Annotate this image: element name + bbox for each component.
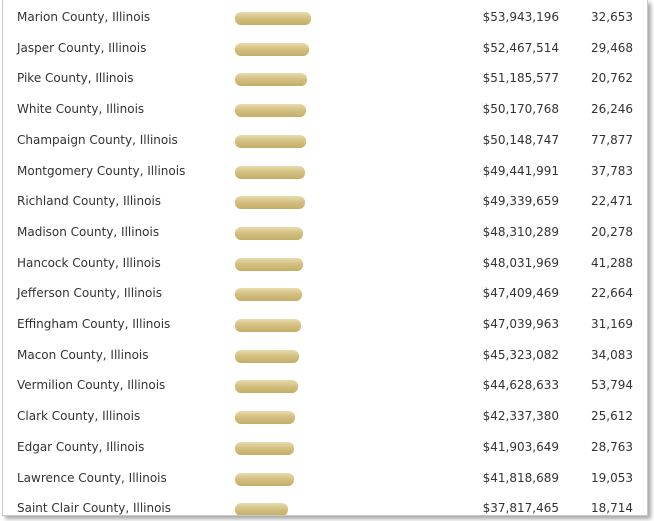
table-row: Champaign County, Illinois $50,148,747 77,… <box>3 125 647 155</box>
county-name: Effingham County, Illinois <box>17 317 171 331</box>
county-name: Hancock County, Illinois <box>17 255 161 270</box>
county-name: Jasper County, Illinois <box>17 40 147 55</box>
count-value: 34,083 <box>591 347 633 362</box>
count-value: 37,783 <box>591 163 633 178</box>
count-value: 77,877 <box>591 132 633 147</box>
county-name: Pike County, Illinois <box>17 71 134 86</box>
county-name: Clark County, Illinois <box>17 409 141 424</box>
count-value: 53,794 <box>591 378 633 393</box>
amount-value: $47,409,469 <box>482 286 559 301</box>
amount-value: $45,323,082 <box>482 347 559 362</box>
table-row: Richland County, Illinois $49,339,659 22,4… <box>3 186 647 216</box>
amount-value: $41,903,649 <box>482 439 559 454</box>
amount-value: $50,148,747 <box>482 132 559 147</box>
amount-value: $44,628,633 <box>482 378 559 393</box>
count-value: 20,762 <box>591 71 633 86</box>
table-row: Jasper County, Illinois $52,467,514 29,468 <box>3 33 647 63</box>
county-name: Vermilion County, Illinois <box>17 378 166 393</box>
count-value: 25,612 <box>591 409 633 424</box>
value-bar <box>235 226 304 240</box>
value-bar <box>235 503 289 515</box>
county-name: Lawrence County, Illinois <box>17 470 167 485</box>
amount-value: $37,817,465 <box>482 501 559 516</box>
table-row: Jefferson County, Illinois $47,409,469 22,… <box>3 278 647 308</box>
count-value: 26,246 <box>591 102 633 117</box>
count-value: 28,763 <box>591 439 633 454</box>
table-row: Lawrence County, Illinois $41,818,689 19,0… <box>3 463 647 493</box>
amount-value: $52,467,514 <box>482 40 559 55</box>
amount-value: $41,818,689 <box>482 470 559 485</box>
count-value: 31,169 <box>591 317 633 331</box>
table-row: Madison County, Illinois $48,310,289 20,27… <box>3 217 647 247</box>
amount-value: $42,337,380 <box>482 409 559 424</box>
count-value: 18,714 <box>591 501 633 516</box>
table-row: Marion County, Illinois $53,943,196 32,653 <box>3 2 647 32</box>
county-name: Richland County, Illinois <box>17 194 162 209</box>
amount-value: $47,039,963 <box>482 317 559 331</box>
table-row: Macon County, Illinois $45,323,082 34,083 <box>3 340 647 370</box>
value-bar <box>235 257 303 271</box>
value-bar <box>235 380 298 394</box>
value-bar <box>235 288 302 302</box>
count-value: 20,278 <box>591 224 633 239</box>
value-bar <box>235 472 294 486</box>
county-name: Madison County, Illinois <box>17 224 160 239</box>
value-bar <box>235 134 306 148</box>
county-name: Edgar County, Illinois <box>17 439 145 454</box>
value-bar <box>235 319 302 332</box>
county-name: Champaign County, Illinois <box>17 132 178 147</box>
value-bar <box>235 411 295 425</box>
county-name: White County, Illinois <box>17 102 145 117</box>
amount-value: $50,170,768 <box>482 102 559 117</box>
table-row: Edgar County, Illinois $41,903,649 28,763 <box>3 432 647 462</box>
table-row: Hancock County, Illinois $48,031,969 41,28… <box>3 248 647 278</box>
value-bar <box>235 349 299 363</box>
count-value: 19,053 <box>591 470 633 485</box>
table-row: Montgomery County, Illinois $49,441,991 37… <box>3 156 647 186</box>
value-bar <box>235 165 305 179</box>
value-bar <box>235 73 308 87</box>
count-value: 32,653 <box>591 10 633 24</box>
table-row: Effingham County, Illinois $47,039,963 31,… <box>3 309 647 339</box>
value-bar <box>235 196 305 210</box>
table-row: Clark County, Illinois $42,337,380 25,612 <box>3 401 647 431</box>
value-bar <box>235 104 306 118</box>
table-row: White County, Illinois $50,170,768 26,246 <box>3 94 647 124</box>
county-name: Jefferson County, Illinois <box>17 286 162 301</box>
county-name: Marion County, Illinois <box>17 10 151 24</box>
count-value: 22,664 <box>591 286 633 301</box>
county-name: Montgomery County, Illinois <box>17 163 186 178</box>
table-row: Saint Clair County, Illinois $37,817,465 1… <box>3 493 647 516</box>
county-name: Saint Clair County, Illinois <box>17 501 172 516</box>
county-table: Marion County, Illinois $53,943,196 32,653… <box>2 0 648 516</box>
amount-value: $53,943,196 <box>482 10 559 24</box>
amount-value: $48,031,969 <box>482 255 559 270</box>
county-name: Macon County, Illinois <box>17 347 149 362</box>
value-bar <box>235 42 309 56</box>
count-value: 41,288 <box>591 255 633 270</box>
value-bar <box>235 441 294 455</box>
amount-value: $51,185,577 <box>482 71 559 86</box>
table-row: Vermilion County, Illinois $44,628,633 53,… <box>3 370 647 400</box>
table-row: Pike County, Illinois $51,185,577 20,762 <box>3 63 647 93</box>
value-bar <box>235 12 311 25</box>
count-value: 29,468 <box>591 40 633 55</box>
count-value: 22,471 <box>591 194 633 209</box>
amount-value: $49,339,659 <box>482 194 559 209</box>
amount-value: $49,441,991 <box>482 163 559 178</box>
amount-value: $48,310,289 <box>482 224 559 239</box>
